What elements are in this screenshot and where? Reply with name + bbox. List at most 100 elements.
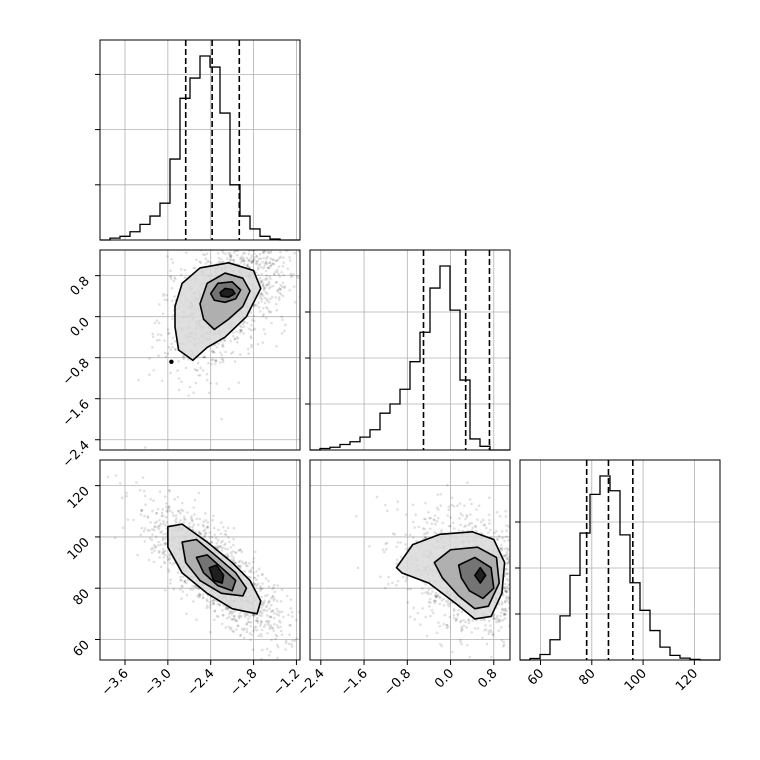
scatter-point [534,570,537,573]
scatter-point [267,600,270,604]
scatter-point [269,624,273,627]
scatter-point [165,505,168,509]
scatter-point [242,562,245,565]
scatter-point [164,355,168,359]
scatter-point [175,516,178,520]
scatter-point [151,546,154,550]
scatter-point [284,234,287,237]
scatter-point [497,620,501,624]
scatter-point [263,609,266,612]
scatter-point [246,321,249,325]
scatter-point [233,550,237,554]
scatter-point [142,489,146,493]
scatter-point [277,245,280,248]
scatter-point [311,214,314,217]
scatter-point [542,610,545,613]
scatter-point [520,646,523,649]
scatter-point [151,509,154,513]
scatter-point [532,605,535,608]
scatter-point [535,542,538,545]
scatter-point [260,595,263,599]
scatter-point [161,508,165,511]
scatter-point [238,559,242,563]
scatter-point [506,579,510,582]
scatter-point [483,523,487,527]
scatter-point [289,607,293,610]
scatter-point [172,279,176,283]
scatter-point [213,609,217,613]
scatter-point [183,579,187,583]
scatter-point [161,538,165,542]
scatter-point [565,599,568,602]
scatter-point [265,225,268,228]
scatter-point [177,510,180,513]
scatter-point [527,574,530,577]
scatter-point [246,347,250,351]
scatter-point [203,535,207,538]
scatter-point [277,265,281,268]
scatter-point [507,588,510,591]
scatter-point [537,537,540,540]
scatter-point [250,261,253,264]
scatter-point [259,609,262,613]
scatter-point [531,559,534,562]
scatter-point [487,619,491,623]
scatter-point [436,493,439,496]
scatter-point [165,509,169,513]
scatter-point [233,337,237,341]
scatter-point [528,578,531,581]
scatter-point [189,588,192,591]
scatter-point [198,593,202,597]
scatter-point [201,596,205,600]
scatter-point [520,542,523,545]
scatter-point [516,633,519,636]
scatter-point [368,545,371,548]
scatter-point [395,562,399,566]
scatter-point [203,355,206,359]
scatter-point [161,552,165,556]
scatter-point [268,297,272,301]
scatter-point [240,560,244,564]
scatter-point [461,662,464,665]
scatter-point [270,626,274,629]
scatter-point [307,246,310,249]
scatter-point [254,262,258,266]
scatter-point [276,609,280,613]
scatter-point [424,591,427,594]
scatter-point [140,508,143,512]
scatter-point [203,528,207,532]
scatter-point [207,361,210,365]
scatter-point [205,598,209,601]
scatter-point [166,510,169,513]
scatter-point [206,525,210,529]
scatter-point [506,548,510,551]
scatter-point [521,564,524,567]
scatter-point [203,534,206,537]
scatter-point [527,589,530,592]
scatter-point [151,332,155,336]
scatter-point [218,602,222,606]
scatter-point [261,341,265,344]
scatter-point [137,378,140,382]
scatter-point [293,251,297,255]
contour-line [199,272,251,331]
scatter-point [496,614,499,618]
scatter-point [379,575,382,579]
scatter-point [159,531,162,534]
scatter-point [253,327,257,331]
scatter-point [522,605,525,608]
scatter-point [152,499,155,502]
scatter-point [571,586,574,589]
scatter-point [276,584,279,587]
scatter-point [549,620,552,623]
scatter-point [347,210,350,213]
scatter-point [255,628,259,632]
scatter-point [314,621,317,624]
scatter-point [173,276,176,279]
scatter-point [507,583,510,587]
scatter-point [591,599,594,602]
density-fill [209,565,224,584]
scatter-point [157,540,160,544]
scatter-point [505,590,509,594]
scatter-point [529,594,532,597]
